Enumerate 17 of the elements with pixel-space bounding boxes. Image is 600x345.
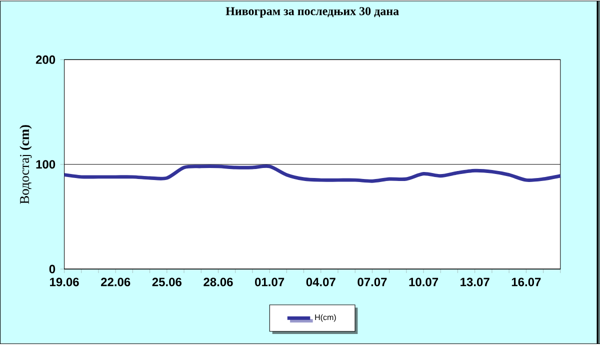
y-axis-title: Водостај (cm) bbox=[20, 125, 32, 204]
x-tick-label: 28.06 bbox=[204, 278, 233, 286]
x-tick-label: 22.06 bbox=[101, 278, 130, 286]
y-tick-label: 200 bbox=[36, 56, 56, 64]
x-tick-label: 10.07 bbox=[409, 278, 438, 286]
x-tick-label: 16.07 bbox=[512, 278, 541, 286]
y-tick-label: 0 bbox=[49, 264, 56, 274]
line-series bbox=[62, 164, 562, 183]
x-tick-label: 25.06 bbox=[152, 278, 182, 286]
x-tick-label: 04.07 bbox=[306, 278, 336, 286]
y-tick-label: 100 bbox=[36, 160, 56, 169]
x-tick-label: 19.06 bbox=[50, 278, 79, 286]
x-tick-label: 01.07 bbox=[255, 278, 284, 286]
legend-label: H(cm) bbox=[315, 314, 336, 322]
chart-title: Нивограм за последњих 30 дана bbox=[226, 7, 399, 18]
x-tick-label: 07.07 bbox=[358, 278, 387, 286]
x-tick-label: 13.07 bbox=[460, 278, 490, 286]
